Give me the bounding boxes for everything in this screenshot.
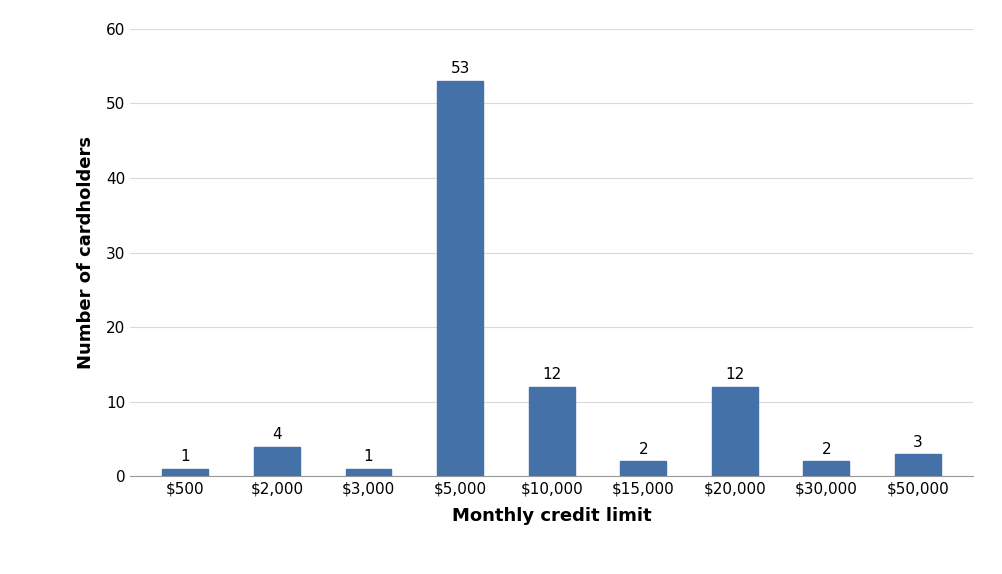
Bar: [894, 454, 940, 476]
Text: 53: 53: [450, 61, 469, 76]
Bar: [619, 461, 665, 476]
X-axis label: Monthly credit limit: Monthly credit limit: [451, 507, 651, 525]
Bar: [162, 469, 208, 476]
Text: 1: 1: [364, 449, 373, 464]
Text: 12: 12: [724, 367, 743, 382]
Bar: [437, 81, 483, 476]
Bar: [346, 469, 391, 476]
Bar: [803, 461, 849, 476]
Text: 2: 2: [638, 442, 647, 457]
Text: 2: 2: [821, 442, 831, 457]
Text: 1: 1: [180, 449, 190, 464]
Text: 3: 3: [912, 435, 922, 449]
Y-axis label: Number of cardholders: Number of cardholders: [77, 136, 95, 369]
Bar: [711, 387, 757, 476]
Bar: [254, 447, 300, 476]
Text: 12: 12: [541, 367, 561, 382]
Bar: [528, 387, 574, 476]
Text: 4: 4: [272, 427, 282, 442]
